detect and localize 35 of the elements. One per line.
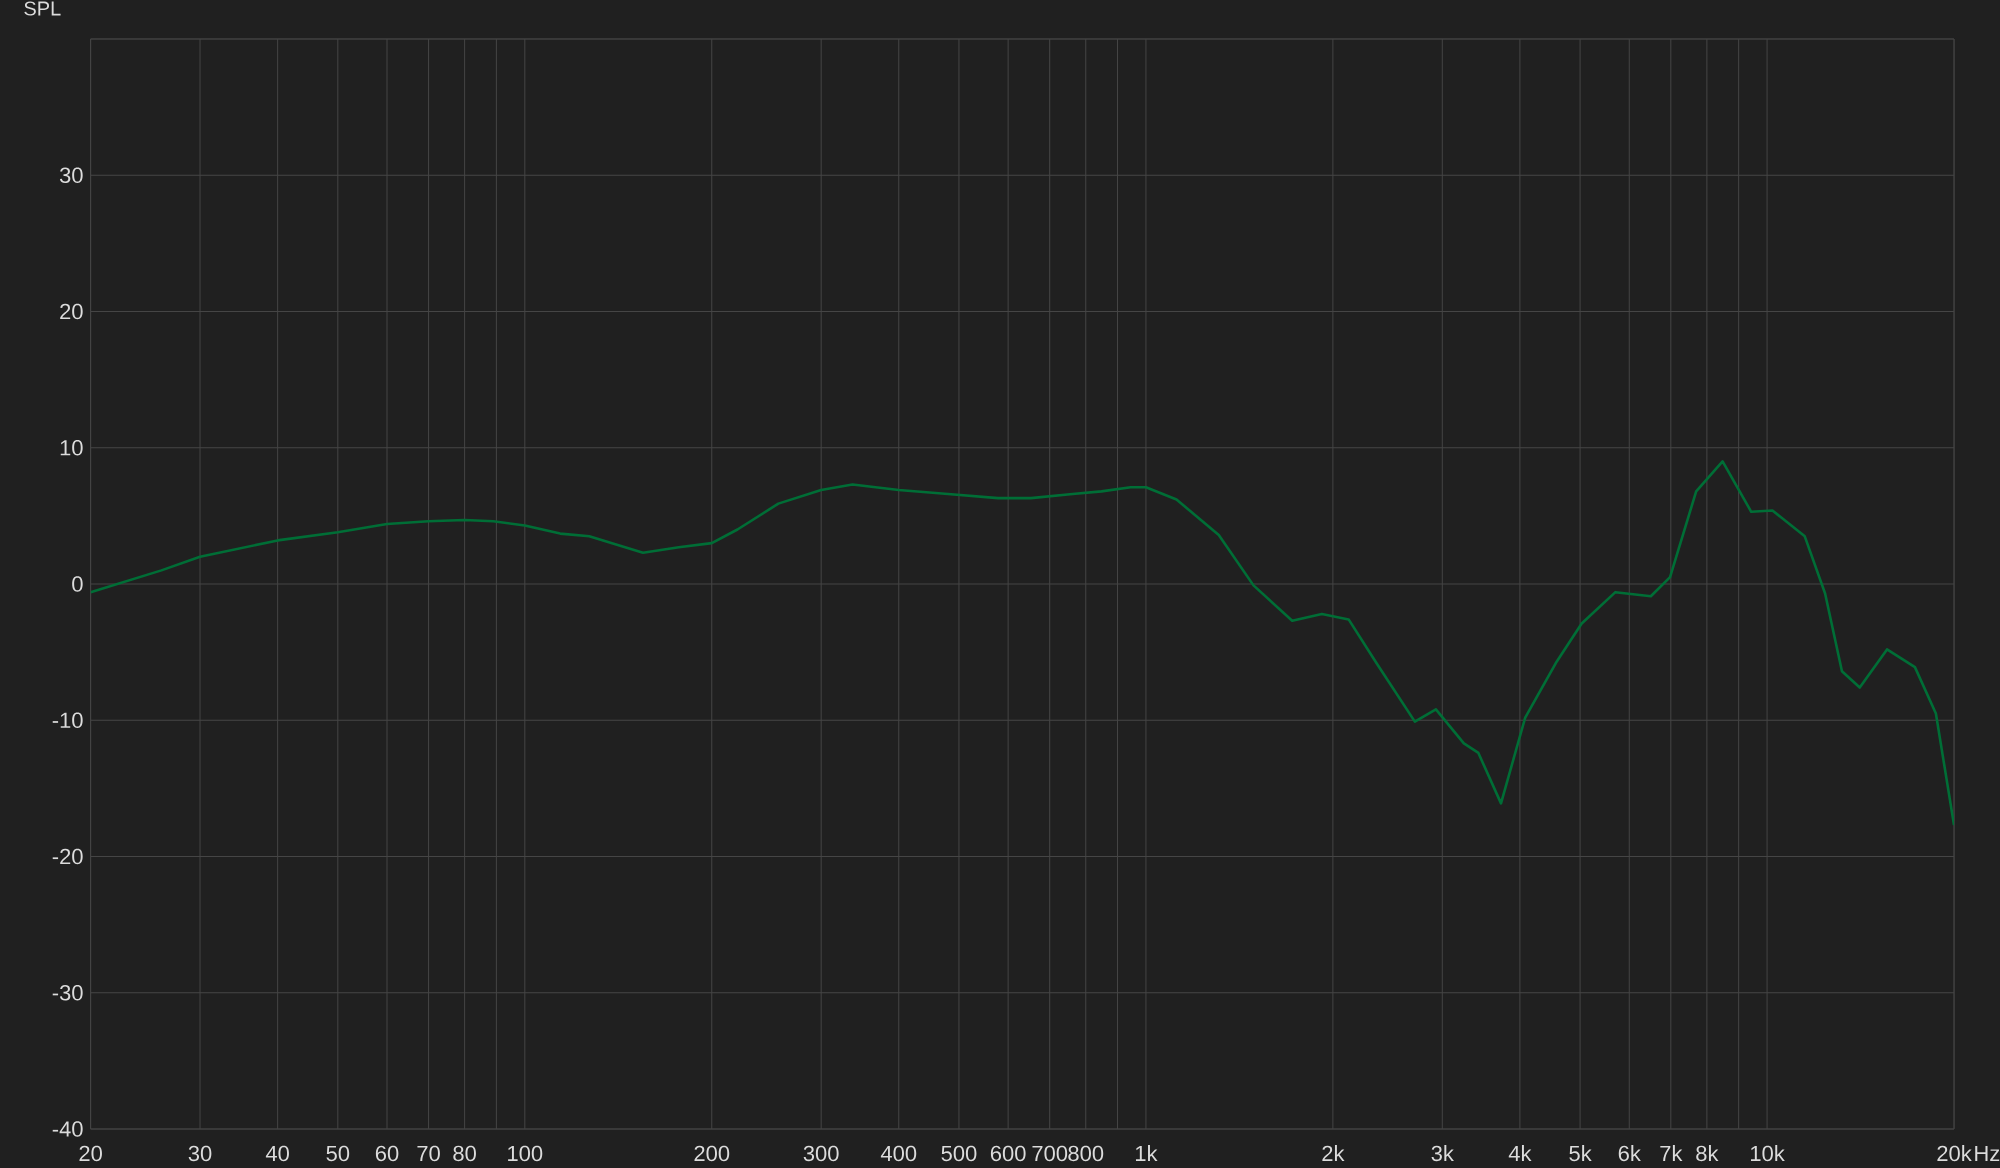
x-tick-label: 400 (880, 1145, 917, 1162)
x-tick-label: 2k (1322, 1145, 1345, 1161)
x-tick-label: 20 (79, 1145, 102, 1162)
x-tick-label: 600 (990, 1145, 1026, 1162)
y-tick-label: 10 (60, 439, 83, 456)
y-tick-label: -20 (52, 848, 83, 865)
x-tick-label: 100 (508, 1145, 543, 1162)
x-tick-label: 7k (1660, 1145, 1683, 1161)
y-tick-label: -30 (52, 984, 83, 1001)
y-tick-label: -10 (52, 712, 83, 729)
x-tick-label: 200 (694, 1145, 730, 1162)
y-tick-label: 20 (60, 303, 83, 320)
x-tick-label: 6k (1618, 1145, 1641, 1162)
x-tick-label: 10k (1751, 1145, 1785, 1162)
y-axis-title: SPL (24, 1, 61, 16)
x-tick-label: 70 (417, 1145, 440, 1162)
x-tick-label: 80 (453, 1145, 476, 1162)
x-tick-label: 4k (1508, 1145, 1532, 1161)
x-tick-label: 1k (1135, 1145, 1158, 1161)
x-axis-title: Hz (1975, 1145, 2000, 1161)
x-tick-label: 8k (1696, 1145, 1719, 1162)
x-tick-label: 800 (1068, 1145, 1104, 1162)
y-tick-label: -40 (52, 1121, 83, 1137)
x-tick-label: 5k (1569, 1145, 1592, 1162)
x-tick-label: 500 (941, 1145, 977, 1162)
y-tick-label: 30 (59, 167, 83, 184)
x-tick-label: 300 (803, 1145, 839, 1162)
x-tick-label: 3k (1431, 1145, 1454, 1162)
x-tick-label: 20k (1937, 1145, 1972, 1162)
x-tick-label: 700 (1032, 1145, 1068, 1162)
x-tick-label: 40 (265, 1145, 289, 1162)
x-tick-label: 50 (326, 1145, 350, 1162)
y-tick-label: 0 (72, 576, 83, 592)
x-tick-label: 30 (188, 1145, 212, 1162)
x-tick-label: 60 (375, 1145, 399, 1162)
